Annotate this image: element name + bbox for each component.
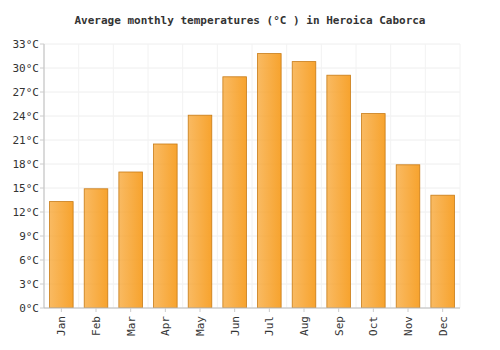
bar: [258, 54, 282, 308]
x-tick-label: Feb: [90, 316, 103, 336]
x-tick-label: Jun: [229, 316, 242, 336]
grid-line-x: [113, 44, 114, 308]
x-tick: [373, 308, 374, 312]
y-tick-label: 6°C: [19, 254, 39, 267]
bar: [431, 195, 455, 308]
x-tick: [96, 308, 97, 312]
bar: [119, 172, 143, 308]
x-tick-label: Oct: [367, 316, 380, 336]
y-tick-label: 33°C: [13, 38, 40, 51]
y-tick-label: 3°C: [19, 278, 39, 291]
x-tick-label: Aug: [298, 316, 311, 336]
x-tick-label: Nov: [402, 316, 415, 336]
y-tick: [40, 236, 44, 237]
y-tick-label: 0°C: [19, 302, 39, 315]
grid-line-x: [286, 44, 287, 308]
x-tick-label: May: [194, 316, 207, 336]
y-tick: [40, 284, 44, 285]
y-axis: [44, 44, 45, 308]
x-tick: [61, 308, 62, 312]
grid-line-x: [182, 44, 183, 308]
grid-line-x: [217, 44, 218, 308]
bar: [154, 144, 178, 308]
bar: [223, 77, 247, 308]
y-tick: [40, 308, 44, 309]
chart: Average monthly temperatures (°C ) in He…: [0, 0, 500, 350]
x-axis: [44, 308, 460, 309]
x-tick: [442, 308, 443, 312]
x-tick: [408, 308, 409, 312]
grid-line: [44, 308, 460, 309]
title: Average monthly temperatures (°C ) in He…: [75, 14, 426, 27]
y-tick-label: 21°C: [13, 134, 40, 147]
grid-line-x: [148, 44, 149, 308]
x-tick-label: Dec: [437, 316, 450, 336]
y-tick: [40, 68, 44, 69]
grid-line-x: [78, 44, 79, 308]
y-tick: [40, 140, 44, 141]
grid-line-x: [252, 44, 253, 308]
y-tick: [40, 212, 44, 213]
x-tick: [338, 308, 339, 312]
x-tick: [234, 308, 235, 312]
y-tick: [40, 260, 44, 261]
x-tick-label: Jan: [55, 316, 68, 336]
y-tick: [40, 188, 44, 189]
grid-line-x: [425, 44, 426, 308]
x-tick: [304, 308, 305, 312]
grid-line-x: [44, 44, 45, 308]
y-tick-label: 15°C: [13, 182, 40, 195]
y-tick: [40, 92, 44, 93]
bars: [50, 54, 455, 308]
bar: [50, 202, 74, 308]
bar: [84, 189, 108, 308]
x-tick: [269, 308, 270, 312]
y-tick: [40, 164, 44, 165]
x-tick: [130, 308, 131, 312]
grid-line-x: [390, 44, 391, 308]
bar: [362, 114, 386, 308]
y-tick: [40, 44, 44, 45]
y-tick-label: 30°C: [13, 62, 40, 75]
bar: [396, 165, 420, 308]
x-tick-label: Jul: [263, 316, 276, 336]
grid-line-x: [460, 44, 461, 308]
x-tick-label: Sep: [333, 316, 346, 336]
x-tick: [165, 308, 166, 312]
y-tick: [40, 116, 44, 117]
x-tick-label: Apr: [159, 316, 172, 336]
grid-line-x: [321, 44, 322, 308]
bar: [188, 115, 212, 308]
x-tick-label: Mar: [125, 316, 138, 336]
y-tick-label: 27°C: [13, 86, 40, 99]
bar: [292, 62, 316, 308]
y-tick-label: 18°C: [13, 158, 40, 171]
y-tick-label: 9°C: [19, 230, 39, 243]
grid-line-x: [356, 44, 357, 308]
y-tick-label: 24°C: [13, 110, 40, 123]
bar: [327, 75, 351, 308]
x-tick: [200, 308, 201, 312]
y-tick-label: 12°C: [13, 206, 40, 219]
